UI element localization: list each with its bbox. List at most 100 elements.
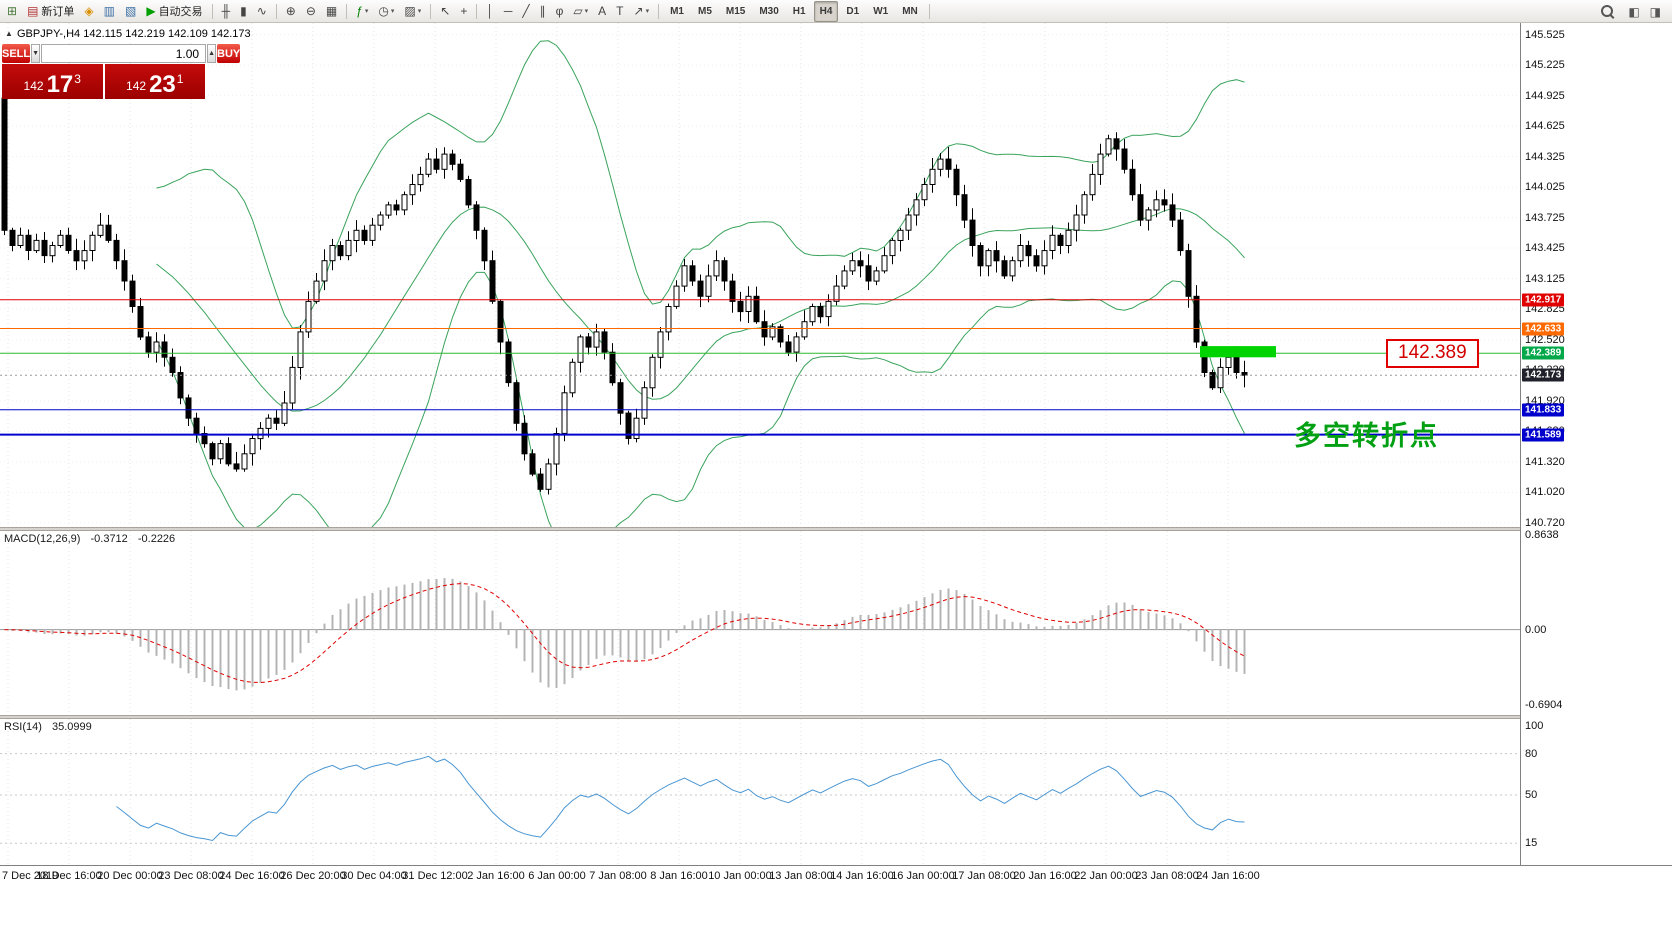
cursor-button[interactable]: ↖ bbox=[436, 1, 454, 22]
rsi-line bbox=[116, 755, 1245, 842]
price-tick-label: 144.025 bbox=[1525, 181, 1565, 194]
volume-input[interactable] bbox=[41, 44, 207, 63]
fibonacci-button[interactable]: φ bbox=[552, 1, 568, 22]
shapes-icon: ▱ bbox=[573, 4, 583, 18]
market-watch-button[interactable]: ▥ bbox=[100, 1, 119, 22]
turning-point-annotation[interactable]: 多空转折点 bbox=[1294, 421, 1439, 451]
volume-decrease-button[interactable]: ▼ bbox=[31, 44, 41, 63]
arrow-tools-button[interactable]: ↗ ▾ bbox=[630, 1, 654, 22]
price-callout-label[interactable]: 142.389 bbox=[1386, 339, 1479, 368]
autotrading-button[interactable]: ▶ 自动交易 bbox=[142, 1, 206, 22]
horizontal-line-icon: ─ bbox=[503, 4, 513, 18]
fibonacci-icon: φ bbox=[555, 4, 564, 18]
cursor-icon: ↖ bbox=[440, 4, 451, 18]
metaeditor-icon: ◈ bbox=[84, 4, 94, 18]
trendline-icon: ╱ bbox=[522, 4, 530, 18]
price-tick-label: 143.725 bbox=[1525, 211, 1565, 224]
price-tag-141.589: 141.589 bbox=[1522, 428, 1565, 442]
new-chart-icon: ⊞ bbox=[7, 4, 18, 18]
price-axis[interactable]: 145.525 145.225 144.925 144.625 144.325 144.0… bbox=[1520, 23, 1672, 865]
price-tag-142.633: 142.633 bbox=[1522, 322, 1565, 335]
equidistant-channel-button[interactable]: ∥ bbox=[536, 1, 550, 22]
macd-scale-label: 0.00 bbox=[1525, 623, 1547, 636]
timeframe-m30-button[interactable]: M30 bbox=[759, 5, 779, 17]
window-layout-button[interactable]: ◨ bbox=[1646, 1, 1665, 22]
macd-value-main: -0.3712 bbox=[90, 533, 128, 545]
time-label: 20 Jan 16:00 bbox=[1013, 870, 1077, 882]
trendline-button[interactable]: ╱ bbox=[518, 1, 533, 22]
candles bbox=[1, 86, 1248, 495]
shapes-button[interactable]: ▱ ▾ bbox=[569, 1, 592, 22]
price-tick-label: 141.320 bbox=[1525, 455, 1565, 468]
time-label: 24 Jan 16:00 bbox=[1196, 870, 1260, 882]
toolbar-right-group: ◧ ◨ bbox=[1596, 0, 1666, 23]
highlight-rectangle[interactable] bbox=[1200, 346, 1276, 358]
volume-increase-button[interactable]: ▲ bbox=[207, 44, 216, 63]
chart-ohlc-header: GBPJPY-,H4 142.115 142.219 142.109 142.1… bbox=[17, 28, 251, 40]
tile-windows-icon: ▦ bbox=[325, 4, 338, 18]
rsi-canvas[interactable] bbox=[0, 719, 1520, 865]
timeframe-w1-button[interactable]: W1 bbox=[873, 5, 889, 17]
sell-button[interactable]: SELL bbox=[2, 44, 31, 63]
zoom-out-button[interactable]: ⊖ bbox=[302, 1, 320, 22]
search-icon bbox=[1601, 4, 1614, 17]
timeframe-h1-button[interactable]: H1 bbox=[792, 5, 806, 17]
search-button[interactable] bbox=[1597, 1, 1622, 22]
buy-price-button[interactable]: 142 23 1 bbox=[104, 64, 205, 99]
price-tick-label: 144.625 bbox=[1525, 120, 1565, 133]
timeframe-m5-button[interactable]: M5 bbox=[697, 5, 712, 17]
one-click-collapse-icon[interactable]: ▲ bbox=[5, 29, 13, 38]
zoom-in-icon: ⊕ bbox=[285, 4, 296, 18]
bollinger-middle bbox=[156, 206, 1245, 412]
text-label-button[interactable]: T bbox=[612, 1, 627, 22]
templates-button[interactable]: ▨ ▾ bbox=[400, 1, 425, 22]
time-label: 24 Dec 16:00 bbox=[219, 870, 285, 882]
dropdown-caret-icon: ▾ bbox=[584, 8, 589, 15]
timeframe-h4-button[interactable]: H4 bbox=[813, 0, 839, 22]
candlestick-chart-button[interactable]: ▮ bbox=[236, 1, 251, 22]
indicators-button[interactable]: ƒ ▾ bbox=[352, 1, 372, 22]
timeframe-m15-button[interactable]: M15 bbox=[725, 5, 746, 17]
tile-windows-button[interactable]: ▦ bbox=[322, 1, 341, 22]
rsi-scale-label: 50 bbox=[1525, 789, 1538, 801]
metaeditor-button[interactable]: ◈ bbox=[80, 1, 97, 22]
horizontal-line-button[interactable]: ─ bbox=[500, 1, 517, 22]
pane-resize-handle[interactable] bbox=[0, 527, 1672, 531]
line-chart-button[interactable]: ∿ bbox=[253, 1, 271, 22]
macd-pane[interactable]: MACD(12,26,9) -0.3712 -0.2226 bbox=[0, 531, 1520, 715]
rsi-pane[interactable]: RSI(14) 35.0999 bbox=[0, 719, 1520, 865]
time-label: 23 Dec 08:00 bbox=[158, 870, 224, 882]
zoom-in-button[interactable]: ⊕ bbox=[282, 1, 300, 22]
main-chart-canvas[interactable] bbox=[0, 23, 1520, 527]
pane-resize-handle[interactable] bbox=[0, 715, 1672, 719]
sell-price-button[interactable]: 142 17 3 bbox=[2, 64, 103, 99]
time-axis[interactable]: 7 Dec 2019 18 Dec 16:00 20 Dec 00:00 23 Dec… bbox=[0, 865, 1672, 886]
text-label-icon: T bbox=[616, 4, 624, 18]
rsi-scale-label: 100 bbox=[1525, 720, 1544, 732]
bar-chart-button[interactable]: ╫ bbox=[218, 1, 235, 22]
timeframe-m1-button[interactable]: M1 bbox=[670, 5, 684, 17]
text-button[interactable]: A bbox=[594, 1, 610, 22]
new-chart-button[interactable]: ⊞ bbox=[3, 1, 21, 22]
buy-button[interactable]: BUY bbox=[217, 44, 241, 63]
periods-button[interactable]: ◷ ▾ bbox=[374, 1, 398, 22]
price-tick-label: 143.425 bbox=[1525, 242, 1565, 255]
macd-canvas[interactable] bbox=[0, 531, 1520, 715]
new-order-label: 新订单 bbox=[41, 6, 75, 18]
templates-icon: ▨ bbox=[404, 4, 416, 18]
data-window-button[interactable]: ▧ bbox=[121, 1, 140, 22]
zoom-out-icon: ⊖ bbox=[305, 4, 316, 18]
timeframe-d1-button[interactable]: D1 bbox=[846, 5, 860, 17]
price-tick-label: 142.520 bbox=[1525, 333, 1565, 346]
toolbar-left-group: ⊞ ▤ 新订单 ◈ ▥ ▧ ▶ 自动交易 ╫ ▮ ∿ ⊕ ⊖ ▦ ƒ ▾ ◷ ▾ ▨ ▾ ↖ + │ ─ ╱ ∥ φ ▱ ▾ A T ↗ ▾ M1… bbox=[2, 0, 934, 22]
toolbar-separator bbox=[211, 3, 213, 19]
vertical-line-button[interactable]: │ bbox=[482, 1, 498, 22]
timeframe-mn-button[interactable]: MN bbox=[902, 5, 918, 17]
chart-profile-button[interactable]: ◧ bbox=[1624, 1, 1643, 22]
new-order-button[interactable]: ▤ 新订单 bbox=[23, 1, 78, 22]
main-chart-pane[interactable] bbox=[0, 23, 1520, 527]
price-tick-label: 145.225 bbox=[1525, 59, 1565, 72]
rsi-label: RSI(14) 35.0999 bbox=[4, 721, 92, 733]
time-label: 17 Jan 08:00 bbox=[952, 870, 1016, 882]
crosshair-button[interactable]: + bbox=[456, 1, 471, 22]
